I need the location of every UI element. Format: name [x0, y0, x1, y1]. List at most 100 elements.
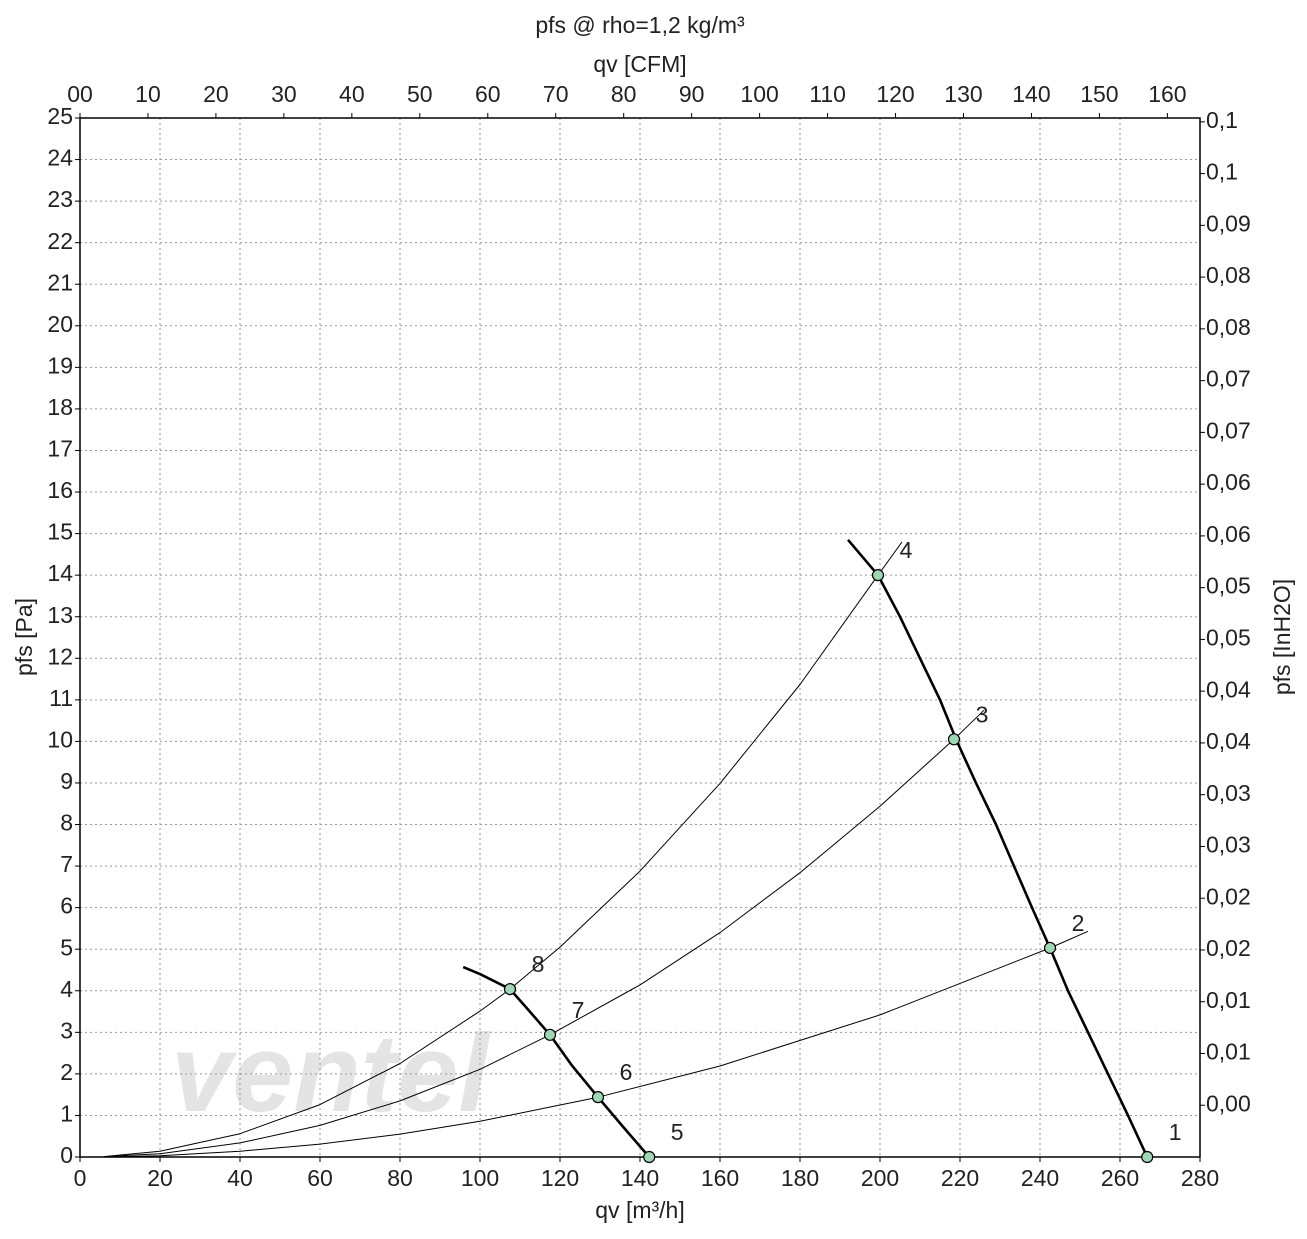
operating-point [1043, 941, 1057, 955]
x2-tick-label: 20 [203, 81, 229, 107]
x-tick-label: 260 [1101, 1165, 1139, 1191]
y-tick-label: 12 [47, 643, 73, 669]
x-tick-label: 120 [541, 1165, 579, 1191]
x-tick-label: 200 [861, 1165, 899, 1191]
x-tick-label: 40 [227, 1165, 253, 1191]
x2-tick-label: 60 [475, 81, 501, 107]
y-tick-label: 15 [47, 519, 73, 545]
y-tick-label: 19 [47, 352, 73, 378]
y2-tick-label: 0,07 [1206, 366, 1251, 392]
point-label: 2 [1072, 910, 1085, 936]
y-tick-label: 13 [47, 602, 73, 628]
x2-tick-label: 50 [407, 81, 433, 107]
y-tick-label: 0 [60, 1142, 73, 1168]
y2-tick-label: 0,05 [1206, 624, 1251, 650]
chart-title: pfs @ rho=1,2 kg/m³ [535, 12, 745, 38]
point-label: 7 [572, 997, 585, 1023]
y2-tick-label: 0,03 [1206, 780, 1251, 806]
y2-tick-label: 0,09 [1206, 210, 1251, 236]
y2-tick-label: 0,02 [1206, 935, 1251, 961]
y-axis-label: pfs [Pa] [11, 598, 37, 676]
y-tick-label: 24 [47, 145, 73, 171]
y2-tick-label: 0,1 [1206, 159, 1238, 185]
x2-tick-label: 00 [67, 81, 93, 107]
x-tick-label: 20 [147, 1165, 173, 1191]
y2-axis-label: pfs [InH2O] [1269, 579, 1295, 695]
x2-tick-label: 70 [543, 81, 569, 107]
x-tick-label: 240 [1021, 1165, 1059, 1191]
x2-tick-label: 90 [679, 81, 705, 107]
operating-point [543, 1028, 557, 1041]
x2-tick-label: 160 [1148, 81, 1186, 107]
y-tick-label: 9 [60, 768, 73, 794]
system-curve [103, 930, 1089, 1158]
x-axis-label: qv [m³/h] [595, 1197, 684, 1223]
point-label: 1 [1169, 1119, 1182, 1145]
x2-tick-label: 140 [1012, 81, 1050, 107]
x2-tick-label: 110 [809, 81, 846, 107]
x2-tick-label: 130 [944, 81, 982, 107]
y2-tick-label: 0,04 [1206, 728, 1251, 754]
y-tick-label: 6 [60, 893, 73, 919]
y2-tick-label: 0,06 [1206, 521, 1251, 547]
y-tick-label: 7 [60, 851, 73, 877]
y-tick-label: 2 [60, 1059, 73, 1085]
y-tick-label: 21 [47, 269, 73, 295]
x-tick-label: 280 [1181, 1165, 1219, 1191]
y2-tick-label: 0,01 [1206, 1039, 1251, 1065]
y2-tick-label: 0,05 [1206, 573, 1251, 599]
x2-tick-label: 120 [876, 81, 914, 107]
x2-tick-label: 80 [611, 81, 637, 107]
x-tick-label: 180 [781, 1165, 819, 1191]
x-tick-label: 140 [621, 1165, 659, 1191]
y2-tick-label: 0,03 [1206, 832, 1251, 858]
y2-tick-label: 0,08 [1206, 314, 1251, 340]
fan-curve [847, 538, 1149, 1158]
x2-tick-label: 150 [1080, 81, 1118, 107]
x-tick-label: 80 [387, 1165, 413, 1191]
y-tick-label: 4 [60, 976, 73, 1002]
y-tick-label: 1 [60, 1101, 73, 1127]
y-tick-label: 5 [60, 934, 73, 960]
x-tick-label: 160 [701, 1165, 739, 1191]
y-tick-label: 3 [60, 1017, 73, 1043]
x-tick-label: 100 [461, 1165, 499, 1191]
y2-tick-label: 0,04 [1206, 676, 1251, 702]
y-tick-label: 18 [47, 394, 73, 420]
x2-tick-label: 30 [271, 81, 297, 107]
point-label: 4 [900, 537, 913, 563]
x-tick-label: 60 [307, 1165, 333, 1191]
y2-tick-label: 0,08 [1206, 262, 1251, 288]
y-tick-label: 14 [47, 560, 73, 586]
y2-tick-label: 0,1 [1206, 107, 1238, 133]
operating-point [871, 569, 885, 582]
y-tick-label: 23 [47, 186, 73, 212]
x-tick-label: 220 [941, 1165, 979, 1191]
operating-point [503, 982, 517, 996]
operating-point [643, 1150, 656, 1164]
y-tick-label: 11 [49, 685, 73, 711]
y2-tick-label: 0,00 [1206, 1090, 1251, 1116]
x-tick-label: 0 [74, 1165, 87, 1191]
x2-axis-label: qv [CFM] [593, 51, 686, 77]
y-tick-label: 8 [60, 810, 73, 836]
y2-tick-label: 0,01 [1206, 987, 1251, 1013]
point-label: 3 [976, 701, 989, 727]
y2-tick-label: 0,02 [1206, 883, 1251, 909]
plot-frame [79, 117, 1201, 1158]
x2-tick-label: 100 [740, 81, 778, 107]
x2-tick-label: 10 [135, 81, 161, 107]
point-label: 8 [532, 951, 545, 977]
y-tick-label: 17 [47, 436, 73, 462]
y-tick-label: 16 [47, 477, 73, 503]
y-tick-label: 20 [47, 311, 73, 337]
y-tick-label: 25 [47, 103, 73, 129]
operating-point [1141, 1150, 1154, 1164]
y2-tick-label: 0,07 [1206, 417, 1251, 443]
point-label: 5 [671, 1119, 684, 1145]
y2-tick-label: 0,06 [1206, 469, 1251, 495]
point-label: 6 [620, 1059, 633, 1085]
y-tick-label: 22 [47, 228, 73, 254]
operating-point [591, 1091, 605, 1104]
